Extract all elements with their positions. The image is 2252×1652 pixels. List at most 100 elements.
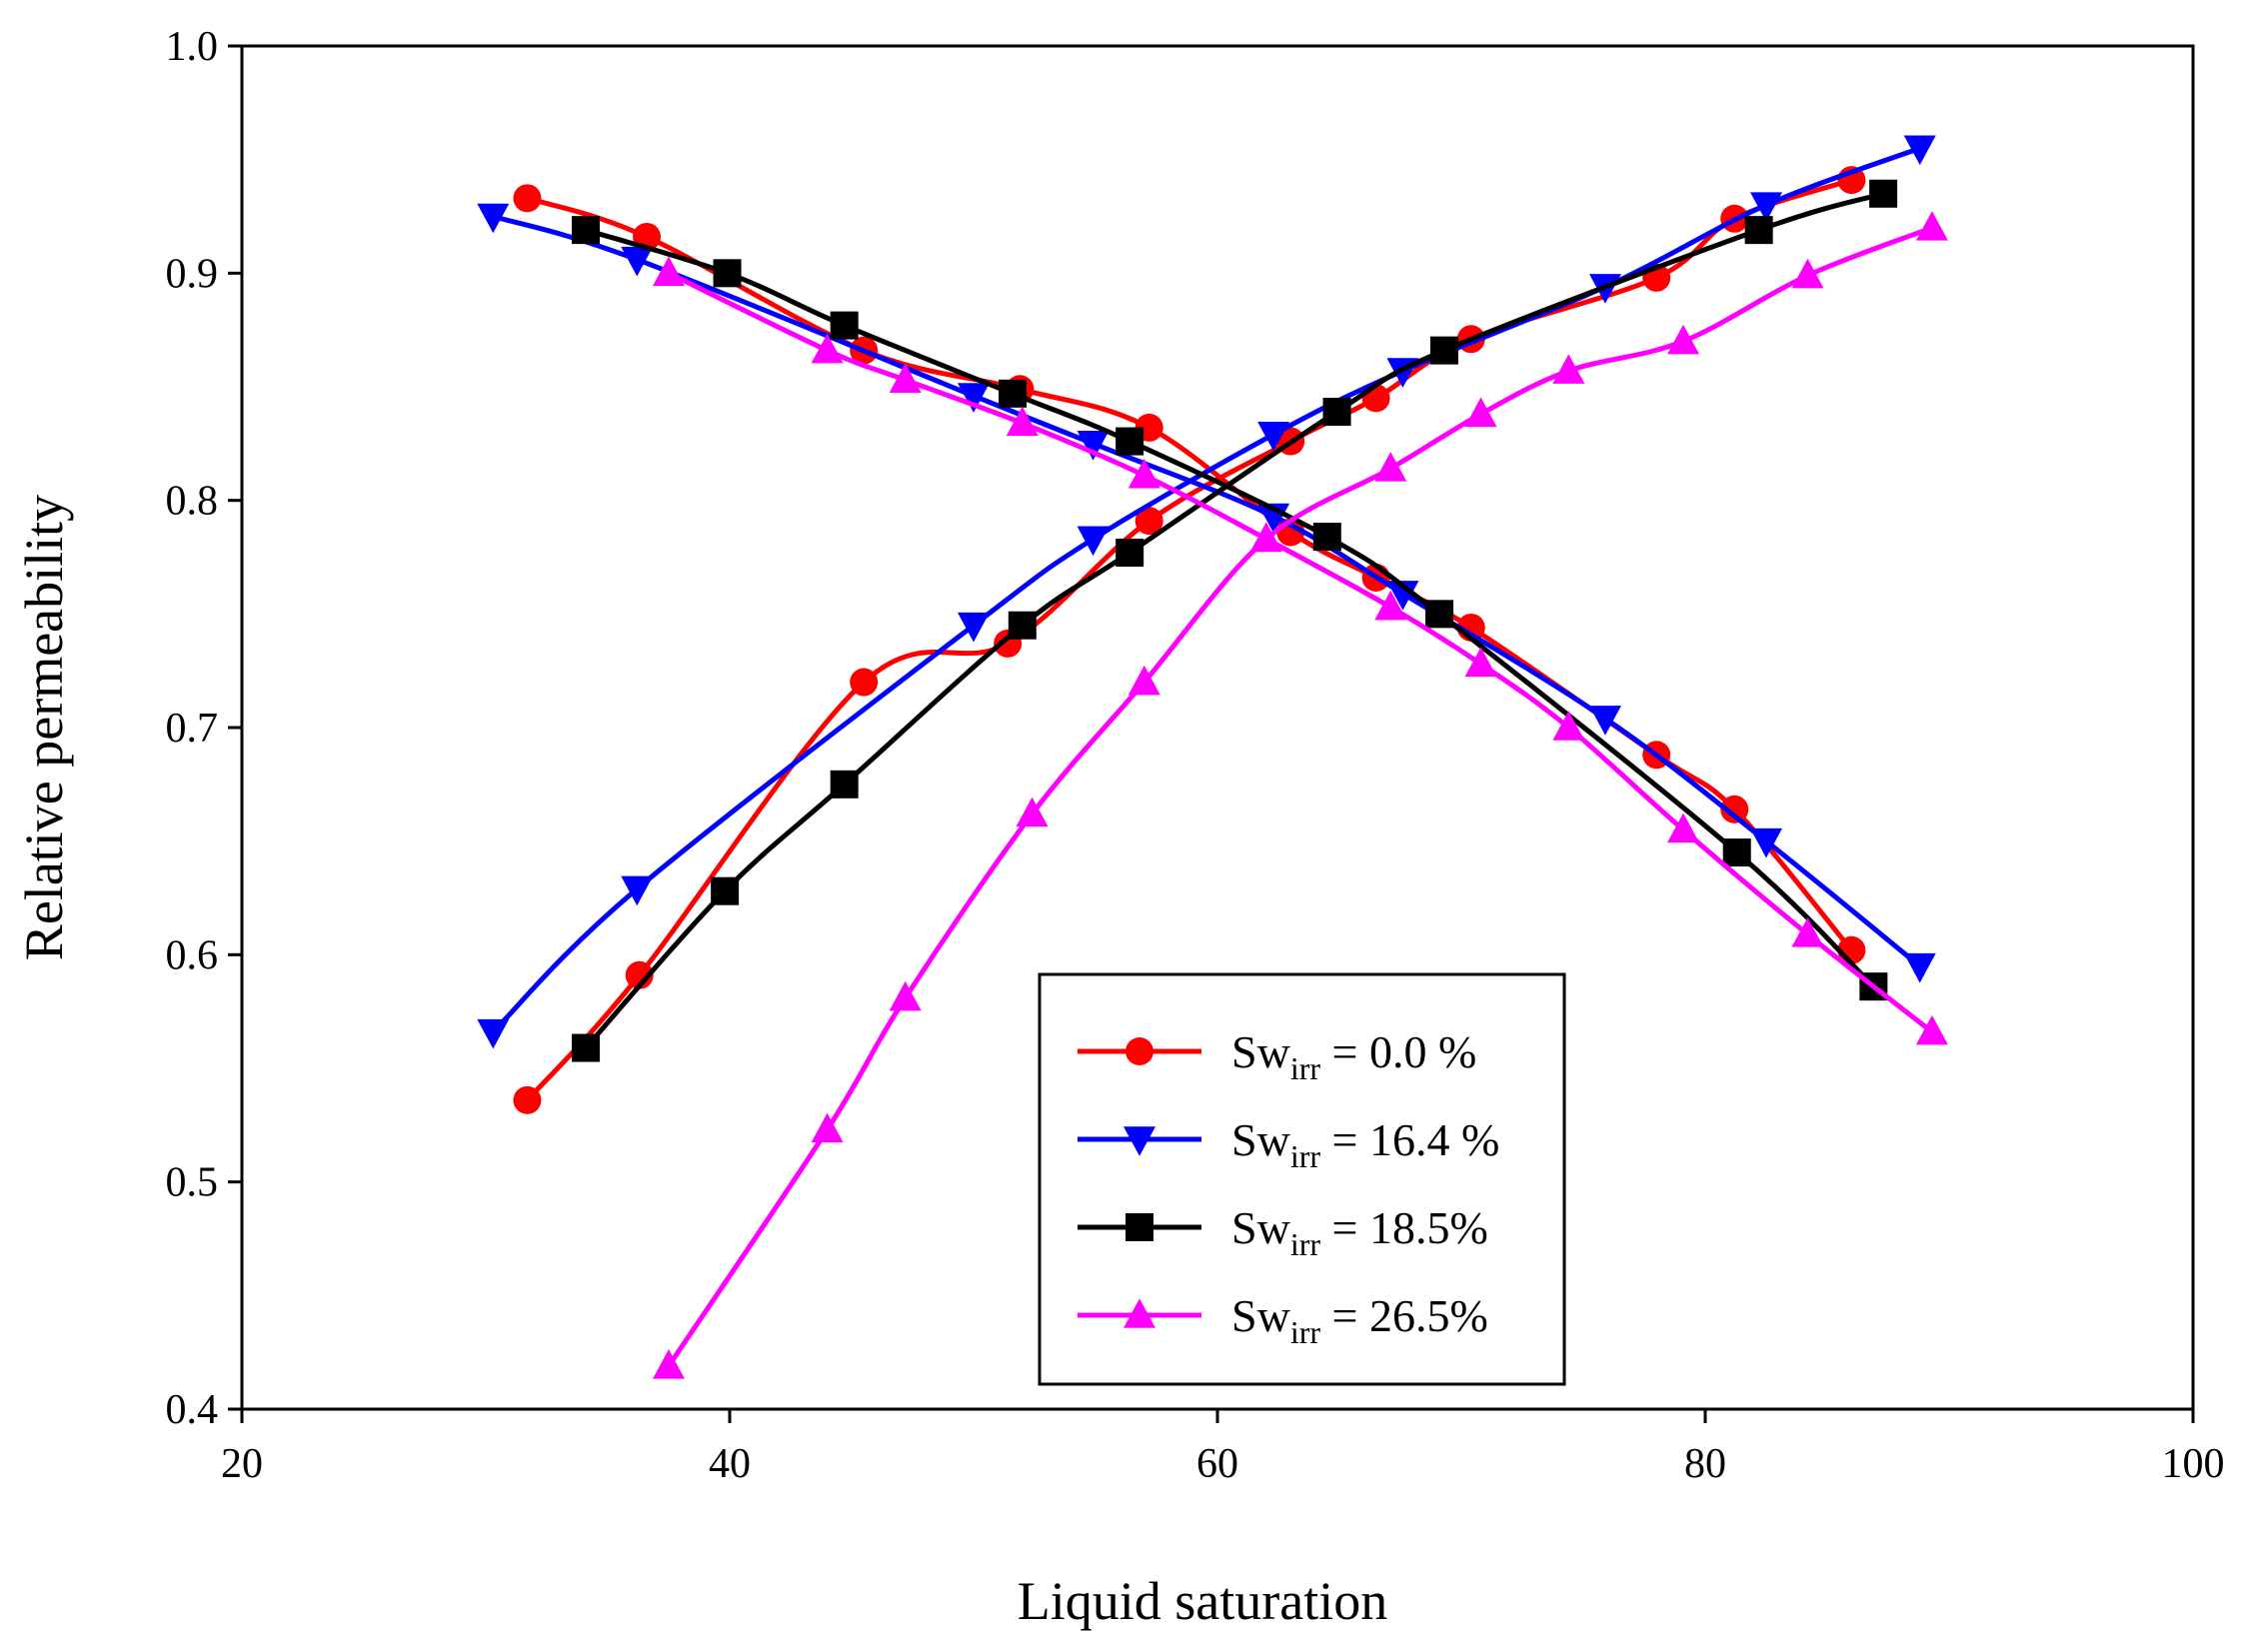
legend-item: Swirr = 0.0 % <box>1078 1026 1476 1086</box>
x-tick-label: 20 <box>221 1441 263 1487</box>
legend-label-main: Sw <box>1231 1026 1291 1077</box>
x-tick-label: 80 <box>1684 1441 1726 1487</box>
data-point-square <box>1008 611 1037 640</box>
y-tick-label: 0.4 <box>166 1387 219 1433</box>
data-point-square <box>830 770 859 799</box>
data-point-triangle-up <box>1249 522 1282 553</box>
data-point-triangle-up <box>1016 797 1049 827</box>
legend-marker <box>1124 1298 1155 1328</box>
legend-label: Swirr = 26.5% <box>1231 1290 1488 1350</box>
data-point-triangle-down <box>621 246 654 277</box>
data-point-triangle-down <box>1257 421 1290 452</box>
y-tick-label: 0.8 <box>166 479 219 525</box>
data-point-triangle-up <box>1374 590 1407 621</box>
x-axis-title: Liquid saturation <box>1018 1571 1387 1631</box>
data-point-circle <box>513 1085 542 1114</box>
data-point-triangle-up <box>1127 458 1160 489</box>
legend-label: Swirr = 16.4 % <box>1231 1114 1499 1174</box>
data-point-circle <box>625 960 654 989</box>
data-point-triangle-down <box>1750 192 1782 222</box>
legend-label-main: Sw <box>1231 1202 1291 1253</box>
series-2 <box>477 135 1936 1049</box>
data-point-triangle-up <box>1667 813 1700 843</box>
data-point-square <box>999 379 1028 408</box>
data-point-circle <box>1134 507 1163 536</box>
x-tick-label: 100 <box>2162 1441 2225 1487</box>
data-point-triangle-up <box>1464 397 1497 428</box>
data-point-square <box>1116 427 1144 456</box>
data-point-circle <box>513 184 542 213</box>
data-point-triangle-up <box>811 333 844 364</box>
legend-label-sub: irr <box>1290 1226 1321 1262</box>
data-point-triangle-down <box>1077 526 1110 557</box>
data-point-triangle-up <box>889 363 922 393</box>
series-3 <box>572 179 1898 1062</box>
data-point-triangle-down <box>1077 431 1110 461</box>
series-line <box>666 270 1935 1035</box>
series-line <box>583 227 1876 989</box>
data-point-square <box>572 216 601 245</box>
legend-label-rest: = 16.4 % <box>1320 1114 1499 1165</box>
legend-label: Swirr = 0.0 % <box>1231 1026 1476 1086</box>
data-point-triangle-up <box>1791 917 1824 947</box>
data-point-circle <box>1720 795 1749 824</box>
series-4 <box>653 211 1948 1379</box>
legend-label-main: Sw <box>1231 1114 1291 1165</box>
y-axis-title: Relative permeability <box>14 495 74 960</box>
data-point-square <box>1744 216 1773 245</box>
data-point-triangle-up <box>1552 354 1585 384</box>
data-point-square <box>1116 538 1144 567</box>
data-point-square <box>1312 523 1341 552</box>
legend-item: Swirr = 18.5% <box>1078 1202 1488 1262</box>
y-tick-label: 0.5 <box>166 1160 219 1206</box>
legend-item: Swirr = 26.5% <box>1078 1290 1488 1350</box>
legend-label-sub: irr <box>1290 1314 1321 1350</box>
legend-marker <box>1126 1213 1153 1241</box>
data-point-triangle-up <box>1552 711 1585 741</box>
series-line <box>490 145 1923 1035</box>
x-tick-label: 40 <box>709 1441 751 1487</box>
data-point-triangle-up <box>889 980 922 1011</box>
legend-label-sub: irr <box>1290 1050 1321 1086</box>
data-point-square <box>713 259 742 288</box>
series-layer <box>477 135 1948 1379</box>
data-point-square <box>572 1033 601 1062</box>
data-point-triangle-up <box>1006 406 1039 437</box>
data-point-triangle-up <box>1374 452 1407 482</box>
data-point-triangle-down <box>1750 827 1782 858</box>
data-point-triangle-down <box>477 203 510 234</box>
data-point-triangle-up <box>653 256 685 287</box>
legend-label-rest: = 26.5% <box>1320 1290 1488 1341</box>
data-point-triangle-up <box>1915 1014 1948 1045</box>
y-tick-label: 0.9 <box>166 251 219 297</box>
x-axis: 20 40 60 80 100 <box>221 1409 2225 1487</box>
data-point-triangle-down <box>958 612 990 643</box>
data-point-triangle-up <box>1464 647 1497 678</box>
data-point-triangle-up <box>1667 324 1700 355</box>
data-point-triangle-up <box>653 1349 685 1379</box>
legend-label-rest: = 18.5% <box>1320 1202 1488 1253</box>
legend-label-sub: irr <box>1290 1138 1321 1174</box>
data-point-square <box>711 876 740 905</box>
data-point-triangle-down <box>1386 581 1419 611</box>
legend-item: Swirr = 16.4 % <box>1078 1114 1499 1174</box>
y-tick-label: 1.0 <box>166 24 219 70</box>
data-point-square <box>1722 838 1751 867</box>
data-point-triangle-down <box>477 1018 510 1049</box>
data-point-square <box>1425 600 1454 629</box>
data-point-triangle-up <box>811 1112 844 1143</box>
data-point-square <box>1322 398 1351 427</box>
data-point-square <box>830 311 859 340</box>
data-point-triangle-down <box>958 383 990 413</box>
data-point-circle <box>850 668 879 697</box>
data-point-triangle-up <box>1791 258 1824 289</box>
data-point-triangle-down <box>1903 952 1936 983</box>
legend-label-main: Sw <box>1231 1290 1291 1341</box>
legend: Swirr = 0.0 %Swirr = 16.4 %Swirr = 18.5%… <box>1038 972 1566 1386</box>
legend-marker <box>1124 1126 1155 1156</box>
data-point-triangle-down <box>621 875 654 906</box>
legend-label: Swirr = 18.5% <box>1231 1202 1488 1262</box>
x-tick-label: 60 <box>1196 1441 1238 1487</box>
data-point-triangle-down <box>1588 706 1621 736</box>
